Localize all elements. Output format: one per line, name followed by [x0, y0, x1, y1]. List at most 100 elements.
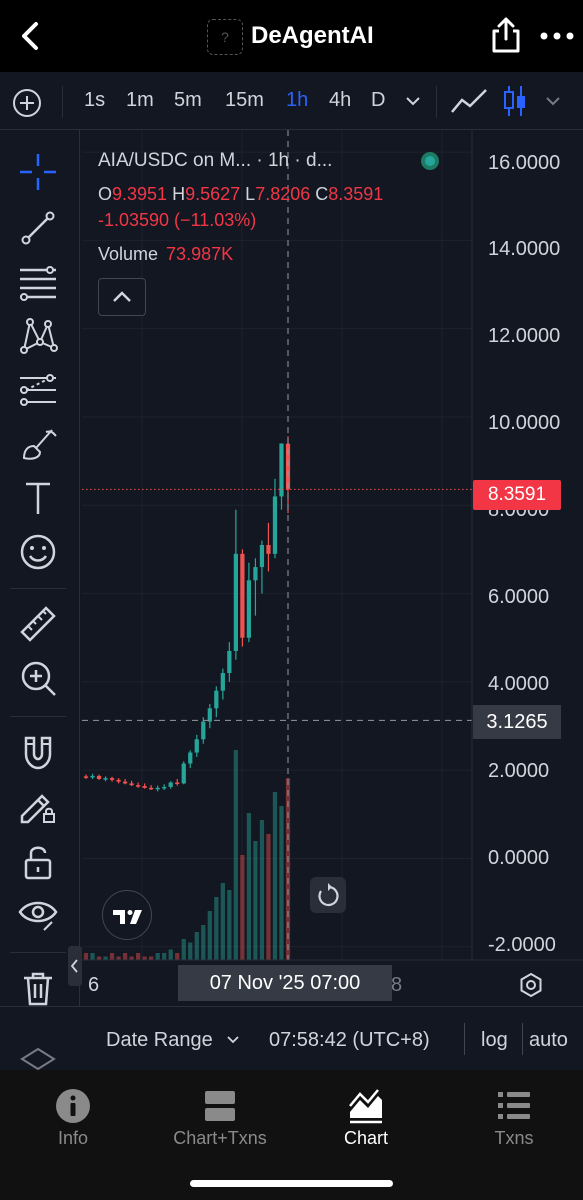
add-indicator-icon[interactable] [12, 88, 42, 118]
last-price-badge: 8.3591 [473, 480, 561, 510]
brush-icon[interactable] [18, 424, 58, 464]
share-icon[interactable] [488, 16, 524, 54]
info-icon [56, 1089, 90, 1123]
unlock-icon[interactable] [18, 842, 58, 882]
zoom-in-icon[interactable] [18, 658, 58, 698]
collapse-legend-button[interactable] [98, 278, 146, 316]
price-chart[interactable]: AIA/USDC on M... · 1h · d... O9.3951 H9.… [82, 130, 583, 1006]
volume-bar [129, 956, 134, 960]
volume-bar [227, 890, 232, 960]
timezone-time[interactable]: 07:58:42 (UTC+8) [269, 1029, 430, 1051]
chevron-down-icon[interactable] [404, 94, 422, 108]
pair-label[interactable]: AIA/USDC on M... · 1h · d... [98, 150, 333, 171]
volume-bar [136, 953, 141, 960]
crosshair-time-badge: 07 Nov '25 07:00 [178, 965, 392, 1001]
timeframe-15m[interactable]: 15m [225, 89, 264, 111]
bottom-nav: Info Chart+Txns Chart Txns [0, 1070, 583, 1200]
auto-toggle[interactable]: auto [529, 1029, 568, 1051]
candle-body [214, 690, 219, 709]
x-axis-label: 6 [88, 974, 100, 996]
timeframe-d[interactable]: D [371, 89, 386, 111]
crosshair-icon[interactable] [18, 152, 58, 192]
candle-body [142, 786, 147, 788]
close-label: C [315, 184, 329, 204]
candle-body [96, 775, 102, 779]
token-logo: ? [207, 19, 243, 55]
magnet-icon[interactable] [18, 732, 58, 772]
ohlc-legend: O9.3951 H9.5627 L7.8206 C8.3591 [98, 184, 383, 205]
candle-body [155, 787, 160, 790]
candle-body [136, 785, 141, 787]
volume-label: Volume [98, 244, 159, 264]
ellipsis-icon[interactable] [538, 24, 576, 48]
candle-body [272, 496, 278, 554]
chart-icon [349, 1089, 382, 1124]
pattern-icon[interactable] [18, 316, 58, 356]
candle-body [285, 443, 291, 490]
eye-icon[interactable] [18, 894, 58, 934]
volume-bar [149, 956, 154, 960]
nav-label: Txns [494, 1128, 534, 1148]
collapse-toolbar-button[interactable] [68, 946, 82, 986]
candle-body [162, 786, 167, 789]
chevron-left-icon[interactable] [14, 18, 50, 54]
high-value: 9.5627 [185, 184, 241, 204]
nav-chart-txns[interactable]: Chart+Txns [150, 1088, 290, 1158]
trendline-icon[interactable] [18, 208, 58, 248]
volume-bar [175, 953, 180, 960]
candles-icon[interactable] [502, 84, 528, 118]
candle-body [109, 778, 115, 780]
timeframe-1m[interactable]: 1m [126, 89, 154, 111]
volume-bar [233, 750, 238, 960]
open-value: 9.3951 [112, 184, 168, 204]
candle-body [181, 763, 186, 784]
tradingview-logo[interactable] [102, 890, 152, 940]
chevron-down-icon[interactable] [226, 1035, 240, 1045]
nav-label: Chart [343, 1128, 388, 1148]
volume-bar [83, 953, 89, 960]
nav-txns[interactable]: Txns [444, 1088, 583, 1158]
layers-icon[interactable] [20, 1045, 56, 1071]
timeframe-4h[interactable]: 4h [329, 89, 352, 111]
candle-body [259, 545, 265, 568]
ruler-icon[interactable] [18, 604, 58, 644]
reset-chart-button[interactable] [310, 877, 346, 913]
nav-info[interactable]: Info [3, 1088, 143, 1158]
page-title: DeAgentAI [251, 22, 374, 49]
line-chart-icon[interactable] [450, 86, 488, 116]
candle-body [240, 553, 245, 638]
candle-body [207, 708, 212, 722]
candlestick-chart[interactable] [82, 130, 583, 1006]
candle-body [253, 567, 258, 581]
timeframe-5m[interactable]: 5m [174, 89, 202, 111]
volume-bar [214, 897, 219, 960]
volume-bar [168, 949, 173, 960]
log-toggle[interactable]: log [481, 1029, 508, 1051]
low-label: L [245, 184, 256, 204]
chevron-up-icon [113, 291, 131, 302]
candle-body [103, 778, 108, 780]
volume-bar [240, 855, 245, 960]
close-value: 8.3591 [328, 184, 384, 204]
nav-chart[interactable]: Chart [296, 1088, 436, 1158]
y-axis-label: 6.0000 [488, 586, 550, 608]
emoji-icon[interactable] [18, 532, 58, 572]
volume-bar [103, 956, 108, 960]
timeframe-1s[interactable]: 1s [84, 89, 106, 111]
settings-icon[interactable] [518, 972, 544, 998]
y-axis-label: -2.0000 [488, 934, 556, 956]
lock-drawing-icon[interactable] [18, 786, 58, 826]
volume-bar [122, 953, 128, 960]
candle-body [149, 787, 154, 790]
date-range-dropdown[interactable]: Date Range [106, 1029, 213, 1051]
projection-icon[interactable] [18, 370, 58, 410]
trash-icon[interactable] [18, 968, 58, 1008]
chevron-down-icon[interactable] [544, 94, 562, 108]
volume-legend: Volume 73.987K [98, 244, 233, 265]
volume-bar [142, 956, 147, 960]
candle-body [188, 752, 193, 764]
app-bar: ? DeAgentAI [0, 0, 583, 72]
fib-icon[interactable] [18, 264, 58, 304]
timeframe-1h[interactable]: 1h [286, 89, 309, 111]
text-icon[interactable] [18, 478, 58, 518]
